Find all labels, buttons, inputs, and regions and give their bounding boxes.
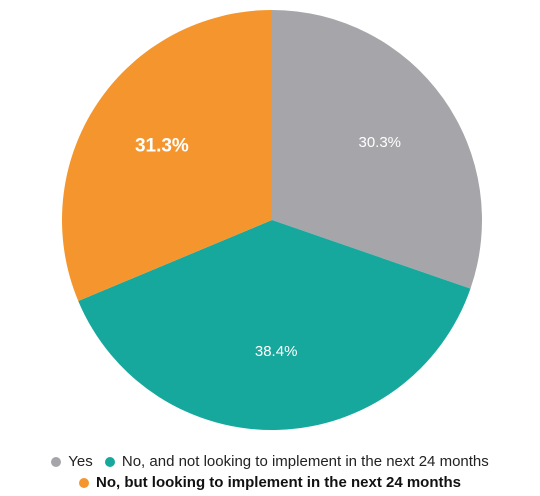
pie-slice-yes[interactable]	[272, 10, 483, 289]
slice-label-no-looking: 31.3%	[135, 136, 189, 157]
legend-marker-yes	[51, 456, 62, 467]
legend-label-no-not-looking: No, and not looking to implement in the …	[121, 453, 489, 470]
pie-chart: 30.3% 38.4% 31.3%	[61, 10, 483, 431]
legend-row-1: Yes No, and not looking to implement in …	[0, 453, 540, 471]
pie-slices	[61, 10, 483, 431]
legend-item-no-not-looking[interactable]: No, and not looking to implement in the …	[104, 453, 489, 470]
legend-label-yes: Yes	[68, 453, 93, 470]
legend-marker-no-not-looking	[104, 456, 115, 467]
pie-slice-no-looking[interactable]	[61, 10, 272, 301]
legend-item-no-looking[interactable]: No, but looking to implement in the next…	[78, 474, 461, 491]
slice-label-no-not-looking: 38.4%	[255, 343, 298, 360]
pie-slice-labels: 30.3% 38.4% 31.3%	[135, 134, 401, 360]
legend-row-2: No, but looking to implement in the next…	[0, 474, 540, 492]
legend-marker-no-looking	[78, 477, 89, 488]
pie-slice-no-not-looking[interactable]	[78, 220, 471, 431]
legend-item-yes[interactable]: Yes	[51, 453, 93, 470]
slice-label-yes: 30.3%	[358, 134, 401, 151]
legend-label-no-looking: No, but looking to implement in the next…	[95, 474, 461, 491]
